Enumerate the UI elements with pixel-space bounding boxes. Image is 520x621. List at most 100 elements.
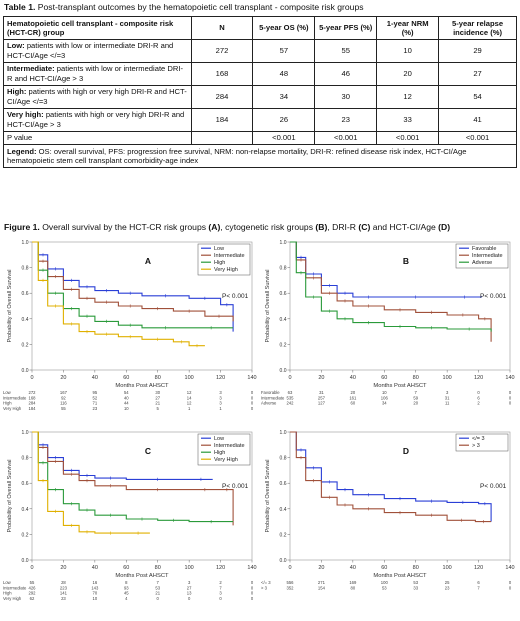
risk-count: 30: [155, 390, 160, 395]
risk-count: 95: [93, 390, 98, 395]
figure-caption-part: , DRI-R: [327, 222, 359, 232]
y-axis-label: Probability of Overall Survival: [7, 269, 13, 342]
cell-os: <0.001: [252, 130, 316, 146]
row-group-desc: patients with high or very high DRI-R an…: [7, 110, 185, 129]
risk-count: 4: [125, 596, 128, 601]
risk-count: 11: [445, 401, 450, 406]
risk-count: 21: [155, 591, 160, 596]
cell-nrm: 20: [376, 61, 440, 86]
row-group-desc: P value: [7, 133, 33, 143]
risk-count: 271: [318, 580, 326, 585]
y-tick-label: 1.0: [280, 430, 287, 436]
legend-box: [197, 433, 251, 466]
risk-count: 426: [29, 585, 37, 590]
risk-count: 535: [287, 395, 295, 400]
row-group-desc: patients with low or intermediate DRI-R …: [7, 41, 174, 60]
risk-count: 0: [509, 395, 512, 400]
risk-count: 55: [61, 406, 66, 411]
p-value: P< 0.001: [480, 293, 507, 300]
x-tick-label: 120: [474, 375, 483, 381]
x-tick-label: 100: [185, 565, 194, 571]
risk-count: 2: [477, 401, 480, 406]
risk-count: 27: [187, 585, 192, 590]
risk-row-label: </= 3: [261, 580, 271, 585]
y-tick-label: 0.2: [280, 532, 287, 538]
legend-text: OS: overall survival, PFS: progression f…: [7, 146, 467, 166]
legend-label: Intermediate: [214, 253, 245, 259]
legend-label: High: [214, 450, 225, 456]
risk-count: 168: [29, 395, 37, 400]
p-value: P< 0.001: [222, 293, 249, 300]
row-label: High: patients with high or very high DR…: [3, 84, 192, 109]
risk-count: 169: [349, 580, 357, 585]
risk-count: 1: [219, 406, 222, 411]
risk-count: 154: [318, 585, 326, 590]
risk-count: 0: [188, 596, 191, 601]
risk-row-label: Low: [3, 390, 12, 395]
risk-row-label: High: [3, 591, 12, 596]
y-tick-label: 0.8: [280, 456, 287, 462]
cell-relapse: <0.001: [438, 130, 517, 146]
legend-label: Very High: [214, 457, 238, 463]
table-legend-row: Legend: OS: overall survival, PFS: progr…: [3, 144, 517, 169]
y-tick-label: 0.6: [22, 481, 29, 487]
risk-count: 3: [219, 390, 222, 395]
risk-count: 71: [93, 401, 98, 406]
y-tick-label: 0.4: [22, 507, 29, 513]
risk-count: 5: [157, 406, 160, 411]
risk-count: 116: [60, 401, 67, 406]
y-tick-label: 0.6: [280, 291, 287, 297]
risk-count: 106: [381, 395, 389, 400]
cell-relapse: 54: [438, 84, 517, 109]
risk-count: 0: [251, 596, 254, 601]
y-tick-label: 0.6: [280, 481, 287, 487]
risk-count: 0: [157, 596, 160, 601]
p-value: P< 0.001: [480, 483, 507, 490]
figure-caption-part: (A): [208, 222, 221, 232]
risk-count: 0: [219, 596, 222, 601]
risk-count: 25: [445, 580, 450, 585]
risk-row-label: Intermediate: [3, 395, 27, 400]
y-axis-label: Probability of Overall Survival: [7, 459, 13, 532]
y-tick-label: 1.0: [22, 240, 29, 246]
header-os: 5-year OS (%): [252, 16, 316, 40]
y-tick-label: 0.0: [22, 368, 29, 374]
risk-count: 3: [219, 395, 222, 400]
cell-n: 168: [190, 61, 254, 86]
table-legend: Legend: OS: overall survival, PFS: progr…: [3, 144, 517, 169]
risk-count: 92: [61, 395, 66, 400]
survival-curve: [290, 431, 492, 522]
table-header-row: Hematopoietic cell transplant - composit…: [3, 16, 517, 40]
table-caption-label: Table 1.: [4, 2, 36, 12]
risk-count: 7: [477, 585, 480, 590]
panel-letter: B: [403, 256, 409, 266]
risk-count: 21: [155, 401, 160, 406]
risk-count: 0: [509, 390, 512, 395]
row-group-name: High:: [7, 87, 27, 97]
x-tick-label: 60: [123, 375, 129, 381]
risk-count: 0: [251, 580, 254, 585]
legend-label: > 3: [472, 443, 480, 449]
risk-count: 3: [219, 591, 222, 596]
risk-row-label: Low: [3, 580, 12, 585]
y-axis-label: Probability of Overall Survival: [265, 459, 271, 532]
cell-relapse: 29: [438, 38, 517, 63]
panel-letter: C: [145, 446, 151, 456]
header-pfs: 5-year PFS (%): [314, 16, 378, 40]
row-group-name: Intermediate:: [7, 64, 55, 74]
risk-count: 34: [382, 401, 387, 406]
risk-count: 14: [187, 395, 192, 400]
risk-count: 6: [477, 580, 480, 585]
header-relapse: 5-year relapse incidence (%): [438, 16, 517, 40]
risk-count: 3: [188, 580, 191, 585]
y-tick-label: 0.2: [280, 342, 287, 348]
legend-label: Adverse: [472, 260, 492, 266]
y-tick-label: 0.8: [22, 456, 29, 462]
risk-count: 0: [509, 585, 512, 590]
x-tick-label: 60: [123, 565, 129, 571]
risk-count: 0: [509, 580, 512, 585]
table-row: Intermediate: patients with low or inter…: [3, 61, 517, 86]
cell-pfs: <0.001: [314, 130, 378, 146]
cell-relapse: 27: [438, 61, 517, 86]
km-chart-c: 0 20 40 60 80 100 120 1400.00.20.40.60.81.0Prob…: [3, 430, 257, 601]
